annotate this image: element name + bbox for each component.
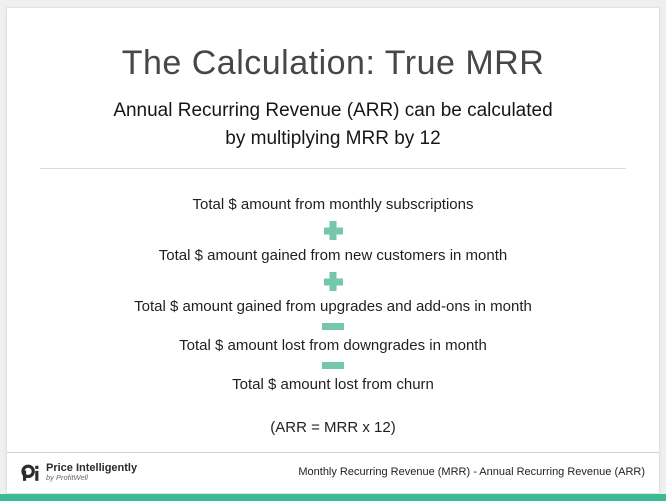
minus-icon — [322, 323, 344, 331]
plus-icon-bar — [329, 221, 337, 241]
subtitle: Annual Recurring Revenue (ARR) can be ca… — [7, 97, 659, 152]
minus-icon — [322, 362, 344, 370]
bottom-accent-bar — [0, 494, 666, 501]
brand-name: Price Intelligently — [46, 461, 138, 474]
minus-icon-bar — [322, 323, 344, 331]
subtitle-line-2: by multiplying MRR by 12 — [225, 127, 441, 149]
minus-icon-bar — [322, 362, 344, 370]
calc-step: Total $ amount from monthly subscription… — [192, 196, 474, 214]
footer-topic-text: Monthly Recurring Revenue (MRR) - Annual… — [298, 466, 645, 479]
plus-icon — [323, 221, 343, 241]
subtitle-line-1: Annual Recurring Revenue (ARR) can be ca… — [113, 100, 553, 121]
arr-formula: (ARR = MRR x 12) — [270, 419, 396, 437]
price-intelligently-logo-icon — [21, 464, 40, 481]
slide-card: The Calculation: True MRR Annual Recurri… — [6, 7, 660, 494]
calculation-list: Total $ amount from monthly subscription… — [7, 195, 659, 436]
calc-step: Total $ amount gained from new customers… — [158, 247, 508, 265]
brand-tagline: by ProfitWell — [46, 473, 88, 483]
brand-text: Price Intelligently by ProfitWell — [46, 462, 137, 483]
calc-step: Total $ amount lost from churn — [232, 376, 434, 394]
plus-icon — [323, 272, 343, 292]
brand-block: Price Intelligently by ProfitWell — [21, 462, 137, 483]
page-title: The Calculation: True MRR — [121, 44, 545, 82]
divider — [39, 168, 627, 170]
calc-step: Total $ amount lost from downgrades in m… — [179, 337, 487, 355]
footer: Price Intelligently by ProfitWell Monthl… — [7, 451, 659, 493]
plus-icon-bar — [329, 272, 337, 292]
calc-step: Total $ amount gained from upgrades and … — [134, 298, 532, 316]
